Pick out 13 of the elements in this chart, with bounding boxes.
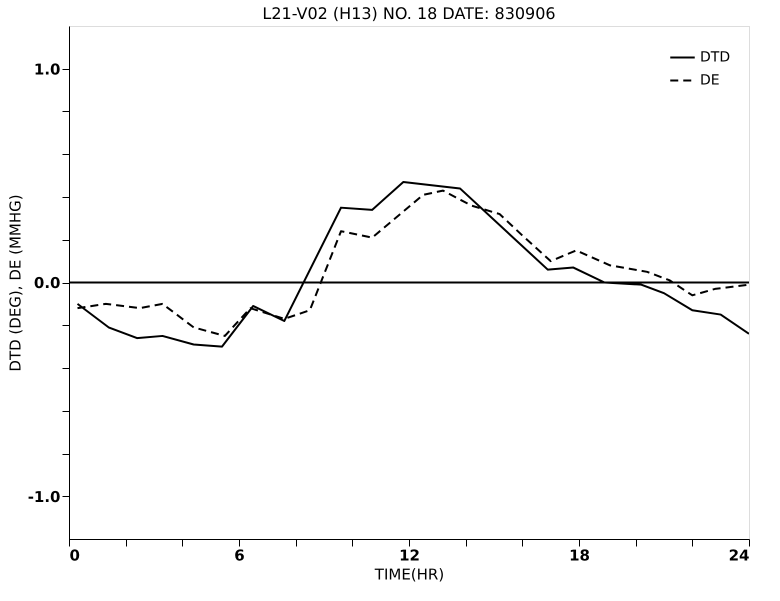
y-tick-label: 0.0 [34,274,60,292]
x-tick-label: 24 [728,546,750,564]
legend-label: DE [700,72,720,88]
x-tick-label: 12 [399,546,420,564]
legend-label: DTD [700,50,730,66]
y-tick-label: 1.0 [34,60,60,78]
x-tick-label: 6 [234,546,245,564]
x-tick-label: 0 [70,546,80,564]
x-axis-title: TIME(HR) [374,566,444,584]
y-tick-label: -1.0 [28,488,60,506]
y-axis-title: DTD (DEG), DE (MMHG) [6,194,25,372]
x-tick-label: 18 [569,546,590,564]
chart-title: L21-V02 (H13) NO. 18 DATE: 830906 [262,4,556,23]
